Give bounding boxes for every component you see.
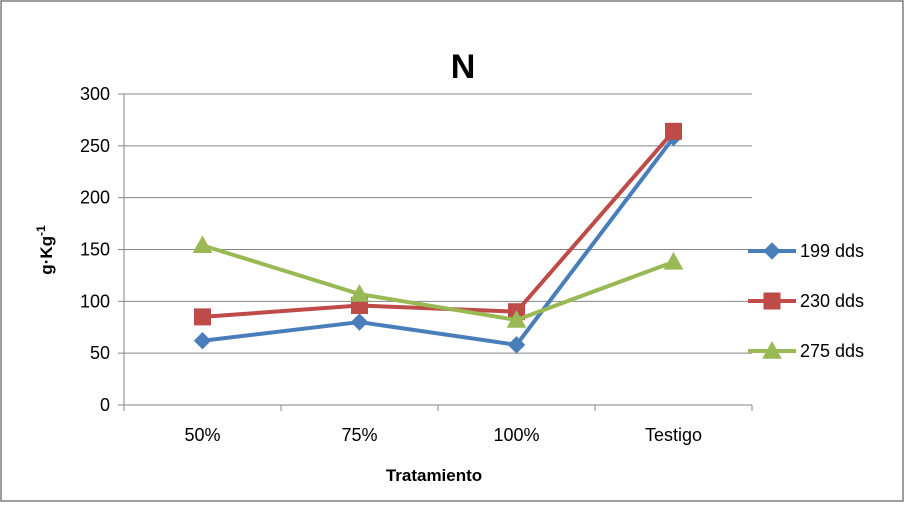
gridlines bbox=[124, 93, 752, 354]
axes bbox=[118, 93, 753, 411]
y-axis-title-superscript: -1 bbox=[34, 225, 48, 236]
legend-marker bbox=[763, 242, 781, 260]
data-point bbox=[665, 122, 682, 140]
data-point bbox=[506, 309, 527, 328]
y-tick-label: 100 bbox=[80, 291, 110, 311]
y-tick-label: 0 bbox=[100, 395, 110, 415]
y-tick-label: 150 bbox=[80, 240, 110, 260]
data-point bbox=[663, 251, 684, 270]
x-tick-label: 50% bbox=[184, 425, 220, 445]
legend: 199 dds 230 dds 275 dds bbox=[748, 241, 864, 361]
y-tick-label: 300 bbox=[80, 84, 110, 104]
legend-marker bbox=[762, 340, 782, 359]
data-point bbox=[193, 332, 212, 350]
legend-label: 199 dds bbox=[800, 241, 864, 261]
y-tick-label: 50 bbox=[90, 343, 110, 363]
data-point bbox=[192, 235, 213, 254]
chart-title: N bbox=[451, 48, 476, 86]
y-tick-label: 200 bbox=[80, 188, 110, 208]
y-axis-title-text: g·Kg bbox=[37, 236, 56, 275]
series-lines bbox=[192, 122, 684, 354]
x-tick-label: Testigo bbox=[645, 425, 702, 445]
legend-label: 275 dds bbox=[800, 341, 864, 361]
legend-marker bbox=[763, 292, 781, 310]
series-line bbox=[202, 136, 676, 347]
series-line bbox=[201, 243, 675, 322]
data-point bbox=[507, 336, 526, 354]
legend-label: 230 dds bbox=[800, 291, 864, 311]
data-point bbox=[350, 313, 369, 331]
x-tick-labels: 50% 75% 100% Testigo bbox=[184, 425, 702, 445]
data-point bbox=[349, 284, 370, 302]
x-tick-label: 75% bbox=[341, 425, 377, 445]
y-tick-label: 250 bbox=[80, 136, 110, 156]
y-tick-labels: 0 50 100 150 200 250 300 bbox=[80, 84, 110, 415]
data-point bbox=[194, 308, 211, 326]
y-axis-title: g·Kg-1 bbox=[34, 225, 56, 275]
x-tick-label: 100% bbox=[493, 425, 539, 445]
x-axis-title: Tratamiento bbox=[386, 466, 482, 485]
